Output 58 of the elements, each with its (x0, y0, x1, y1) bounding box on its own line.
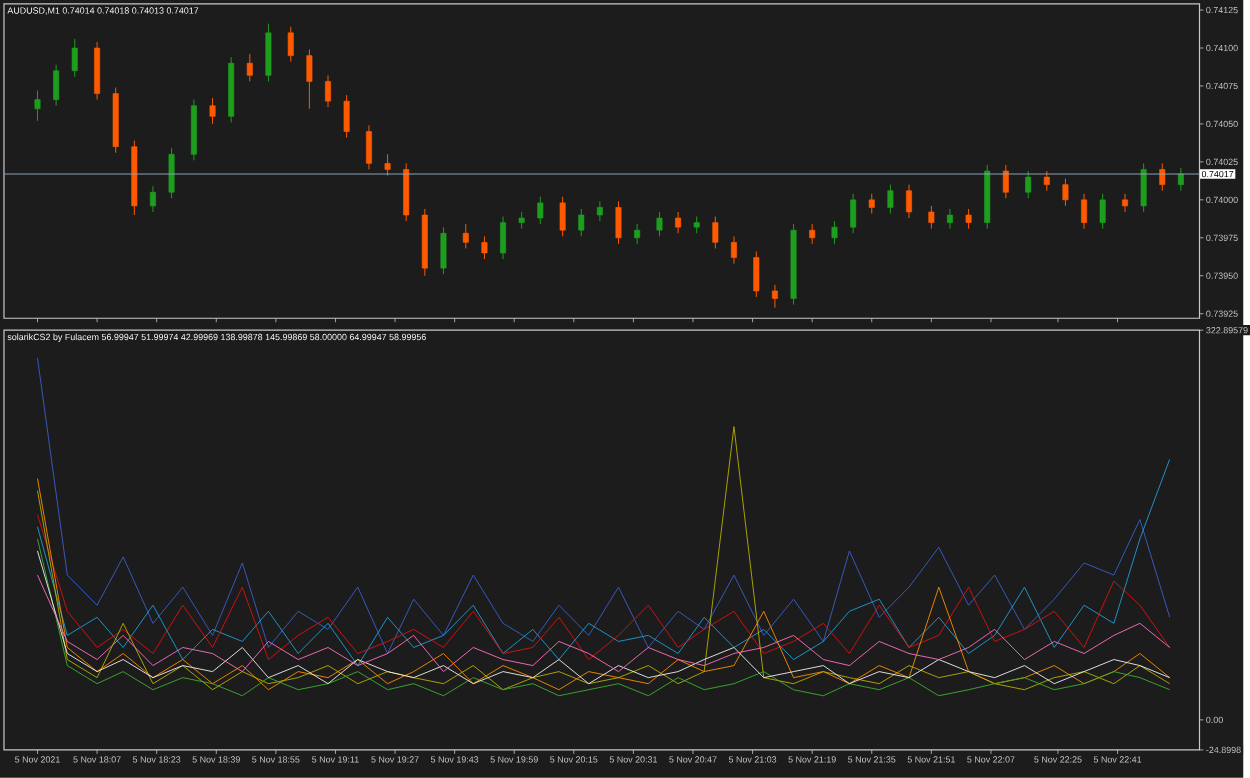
candlestick (887, 184, 894, 215)
candlestick (1159, 162, 1166, 192)
candlestick (209, 97, 216, 125)
candlestick (462, 223, 469, 250)
candlestick (1081, 193, 1088, 230)
line-series (37, 458, 1171, 667)
candlestick (730, 235, 737, 265)
candlestick (1025, 170, 1032, 199)
candlestick (53, 64, 60, 107)
candlestick (71, 38, 78, 78)
candlestick (634, 223, 641, 245)
candlestick (34, 90, 41, 122)
candlestick (1099, 193, 1106, 230)
candlestick (753, 251, 760, 298)
candlestick (1002, 164, 1009, 199)
candlestick (712, 216, 719, 250)
candlestick (965, 208, 972, 230)
candlestick (325, 74, 331, 108)
candlestick (850, 193, 857, 234)
candlestick (500, 216, 507, 260)
line-series (37, 426, 1171, 691)
candlestick (265, 23, 272, 82)
candlestick (1177, 167, 1184, 192)
candlestick (306, 49, 313, 110)
candlestick (365, 125, 372, 171)
candlestick (559, 196, 566, 237)
candlestick (246, 53, 253, 82)
candlestick (1062, 178, 1069, 207)
candlestick (1140, 162, 1147, 213)
line-series (37, 357, 1171, 655)
candlestick (384, 153, 391, 177)
candlestick (149, 185, 156, 213)
candlestick (578, 208, 585, 237)
line-series (37, 514, 1171, 661)
candlestick (537, 196, 544, 225)
line-series (37, 538, 1171, 697)
candlestick (343, 94, 350, 139)
line-series (37, 550, 1171, 685)
candlestick (596, 200, 603, 222)
candlestick (1122, 193, 1128, 213)
candlestick (403, 162, 410, 222)
line-series (37, 574, 1171, 673)
candlestick (287, 26, 294, 63)
candlestick (946, 208, 953, 230)
candlestick (809, 223, 816, 245)
candlestick (440, 226, 447, 275)
candlestick (868, 193, 875, 215)
candlestick (1043, 170, 1050, 192)
candlestick (94, 41, 101, 101)
candlestick (928, 205, 935, 230)
candlestick (906, 184, 912, 219)
candlestick (675, 211, 682, 234)
candlestick (615, 200, 622, 245)
candlestick (656, 211, 663, 237)
candlestick (771, 284, 778, 309)
candlestick (168, 147, 175, 199)
candlestick (481, 235, 488, 260)
candlestick (831, 220, 838, 245)
